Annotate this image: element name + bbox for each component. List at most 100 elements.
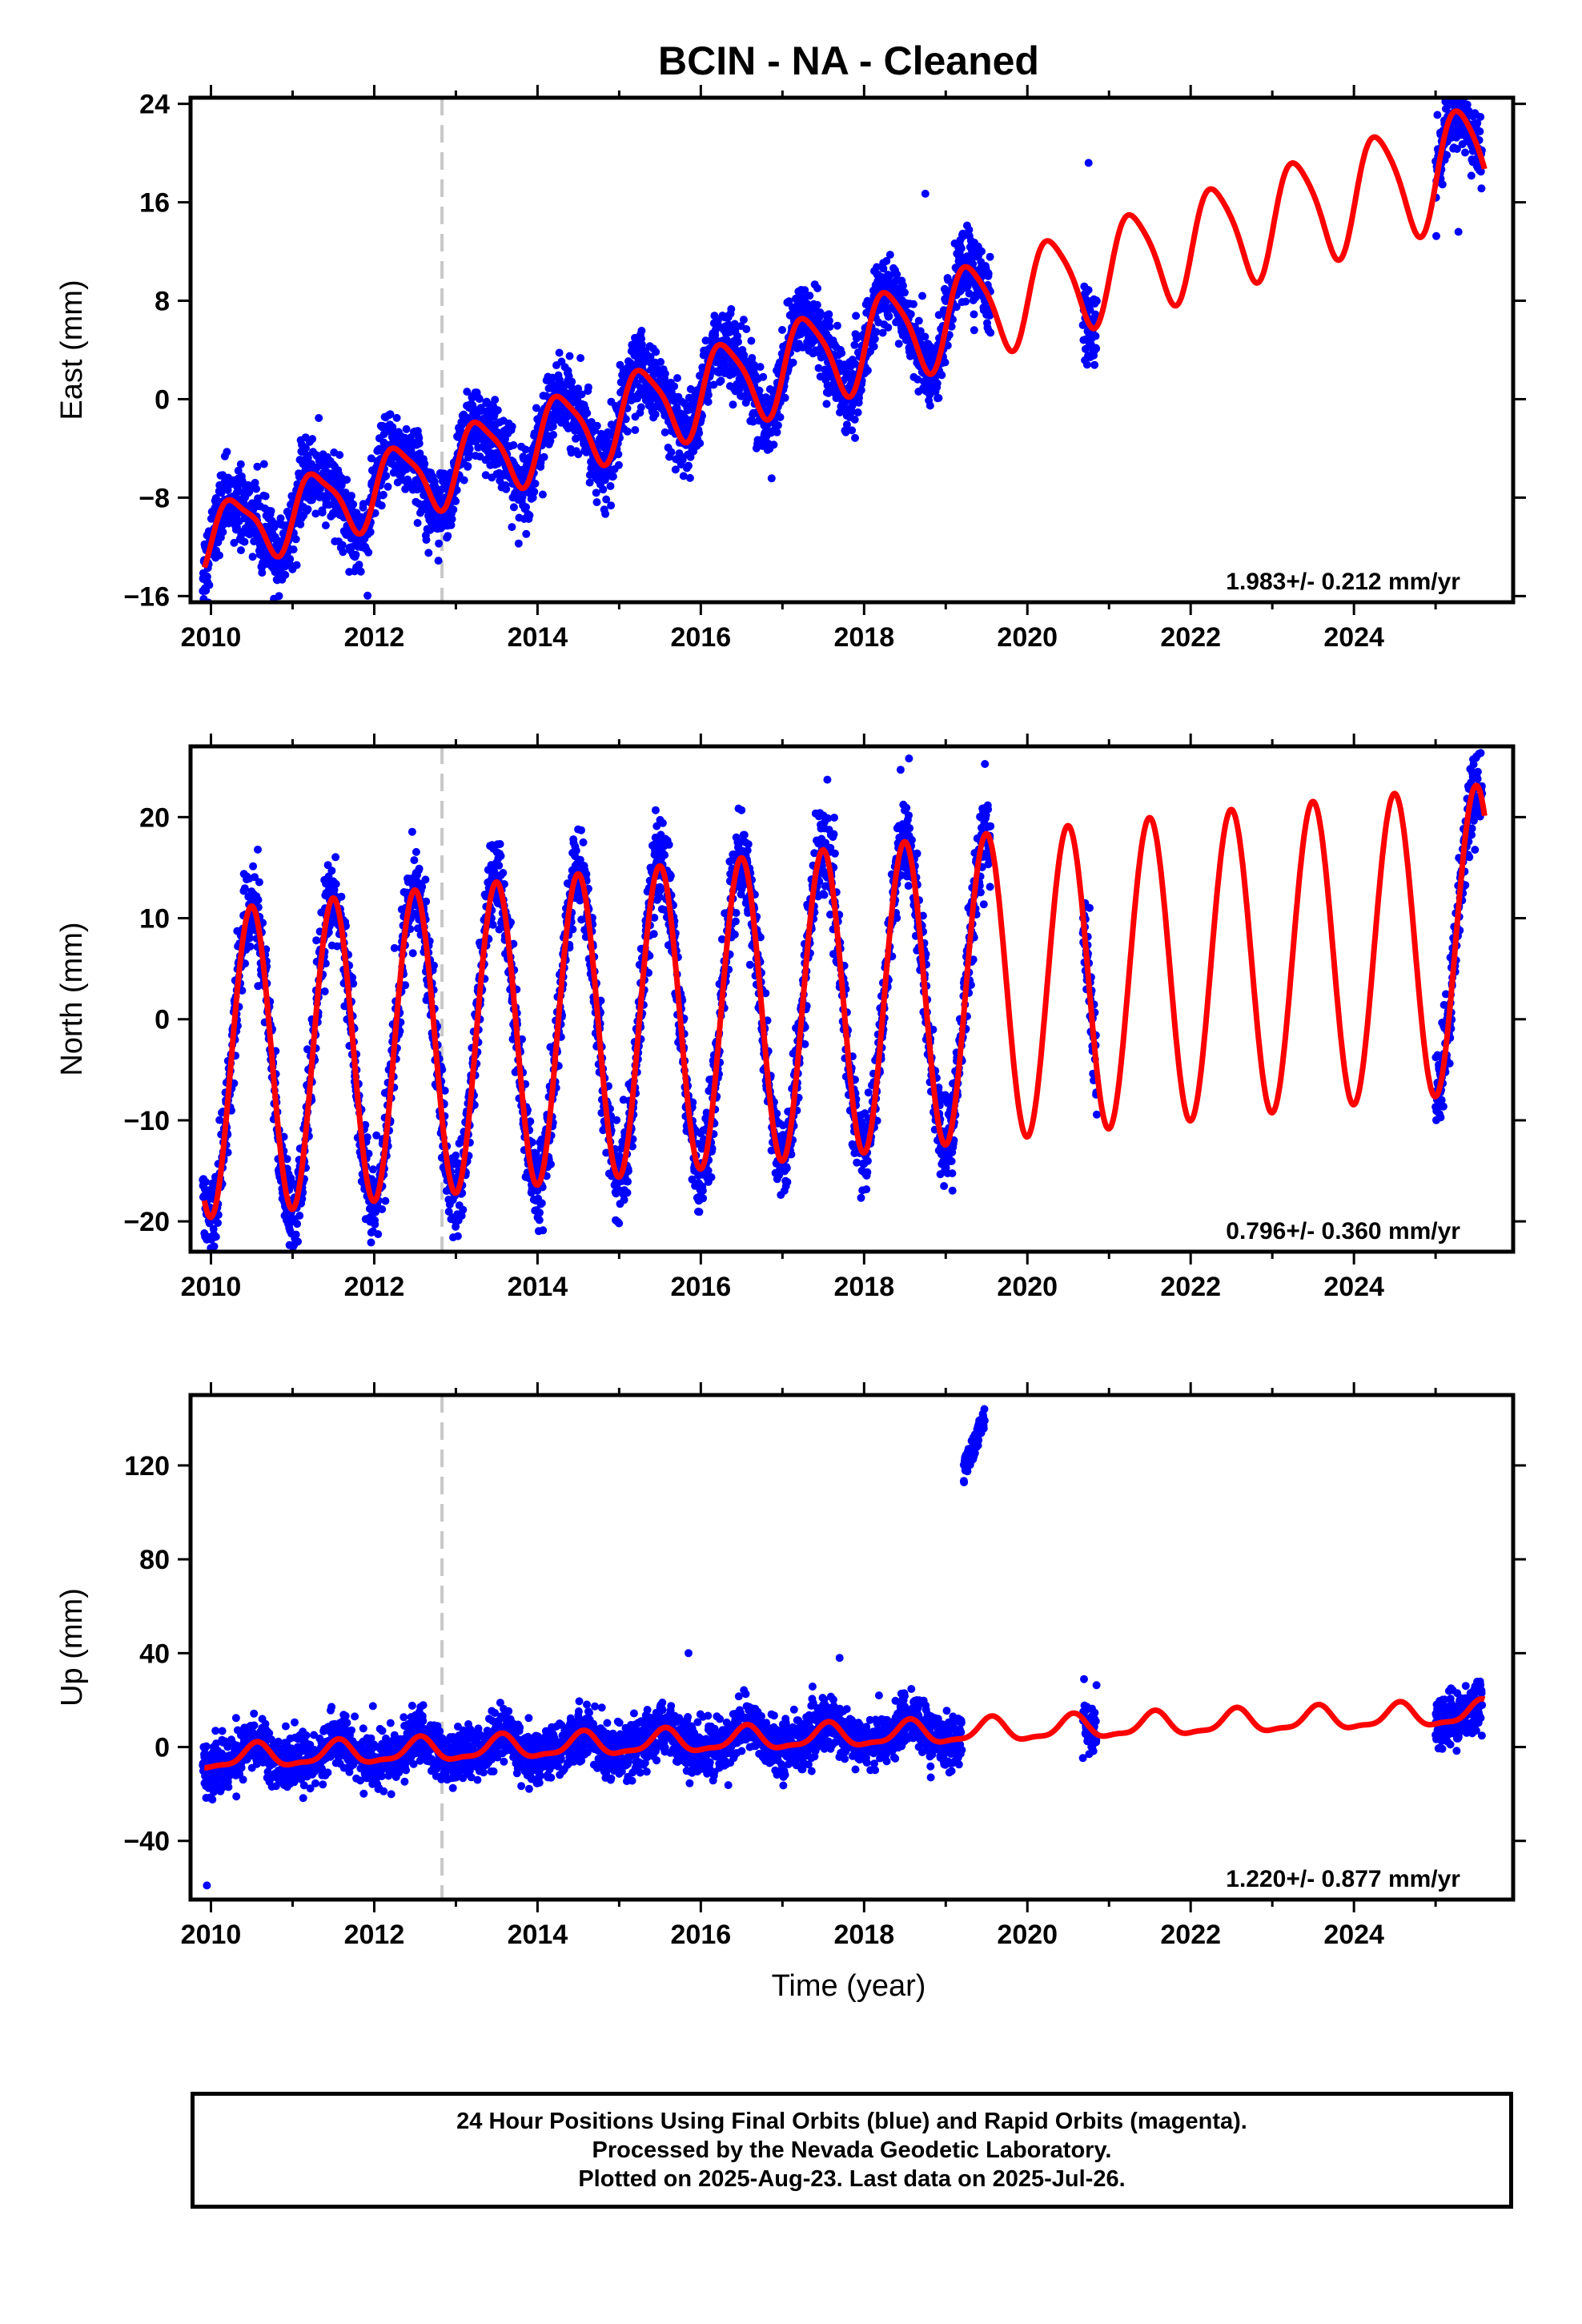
data-point xyxy=(294,1237,302,1246)
data-point xyxy=(696,439,705,448)
data-point xyxy=(1092,296,1101,305)
data-point xyxy=(614,450,623,459)
data-point xyxy=(383,482,392,491)
data-point xyxy=(921,189,930,198)
data-point xyxy=(789,358,797,367)
data-point xyxy=(623,427,632,436)
data-point xyxy=(415,864,424,873)
data-point xyxy=(614,460,623,469)
data-point xyxy=(508,523,516,532)
data-point xyxy=(307,496,316,505)
data-point xyxy=(238,476,247,485)
data-point xyxy=(496,851,505,860)
data-point xyxy=(970,326,978,335)
panel-north: 2010 2012 2014 2016 2018 2020 2022 2024−20−1001… xyxy=(55,734,1526,1302)
data-point xyxy=(1090,360,1099,369)
data-point xyxy=(776,413,785,421)
data-point xyxy=(275,592,283,601)
data-point xyxy=(941,358,950,367)
data-point xyxy=(356,567,365,576)
data-point xyxy=(884,324,893,332)
panel-east: 2010 2012 2014 2016 2018 2020 2022 2024−16−8081… xyxy=(55,75,1526,653)
data-point xyxy=(448,515,456,524)
x-tick-label: 2014 xyxy=(508,622,568,653)
data-point xyxy=(382,472,391,480)
y-tick-label: 8 xyxy=(155,287,170,317)
data-point xyxy=(276,514,285,523)
data-point xyxy=(363,591,372,600)
data-point xyxy=(291,1230,300,1239)
data-point xyxy=(452,1151,460,1160)
data-point xyxy=(207,1264,215,1272)
data-point xyxy=(546,436,555,445)
data-point xyxy=(254,895,263,904)
data-point xyxy=(258,569,267,577)
data-point xyxy=(568,377,576,386)
data-point xyxy=(837,348,846,357)
data-point xyxy=(463,388,472,396)
data-point xyxy=(739,316,748,324)
data-point xyxy=(253,462,262,471)
data-point xyxy=(201,1177,210,1186)
data-point xyxy=(392,413,401,422)
data-point xyxy=(852,312,861,320)
data-point xyxy=(418,883,427,891)
data-point xyxy=(408,949,417,958)
data-point xyxy=(502,485,511,493)
data-point xyxy=(248,553,257,561)
data-point xyxy=(475,395,484,404)
data-point xyxy=(430,477,439,486)
data-point xyxy=(460,476,468,485)
data-point xyxy=(249,862,258,870)
data-point xyxy=(261,492,270,501)
data-point xyxy=(420,460,429,468)
data-point xyxy=(851,433,859,442)
data-point xyxy=(386,410,395,419)
data-point xyxy=(410,856,419,865)
data-point xyxy=(863,366,872,375)
data-point xyxy=(1461,83,1469,91)
data-point xyxy=(240,537,249,546)
x-tick-label: 2024 xyxy=(1323,622,1384,653)
data-point xyxy=(661,369,669,378)
y-tick-label: 24 xyxy=(139,90,170,120)
data-point xyxy=(331,853,340,862)
data-point xyxy=(1452,86,1460,94)
velocity-label: 1.983+/- 0.212 mm/yr xyxy=(1226,569,1460,595)
data-point xyxy=(986,252,994,261)
data-point xyxy=(536,1208,544,1217)
data-point xyxy=(491,396,500,404)
data-point xyxy=(704,391,713,400)
x-tick-label: 2018 xyxy=(833,622,894,653)
data-point xyxy=(254,845,262,854)
plot-area xyxy=(199,746,1488,1272)
data-point xyxy=(1082,360,1091,369)
data-point xyxy=(781,393,789,402)
data-point xyxy=(1084,286,1093,295)
data-point xyxy=(1451,76,1459,84)
data-point xyxy=(223,448,231,456)
data-point xyxy=(290,1261,298,1269)
data-point xyxy=(773,421,782,430)
data-point xyxy=(459,1205,468,1214)
data-point xyxy=(211,1232,220,1241)
data-point xyxy=(631,426,640,434)
data-point xyxy=(850,415,859,424)
data-points xyxy=(199,75,1487,602)
data-point xyxy=(1476,127,1484,136)
data-point xyxy=(1456,87,1464,95)
data-point xyxy=(377,501,386,510)
data-point xyxy=(412,847,420,856)
data-point xyxy=(870,335,879,344)
data-point xyxy=(601,509,610,518)
data-point xyxy=(514,539,523,548)
data-point xyxy=(355,561,363,569)
data-point xyxy=(1456,76,1464,84)
data-point xyxy=(1454,75,1462,83)
model-curve xyxy=(202,108,1488,569)
data-point xyxy=(205,581,214,589)
data-point xyxy=(246,942,255,951)
data-point xyxy=(1464,76,1472,84)
data-point xyxy=(528,493,537,502)
data-point xyxy=(230,538,239,547)
